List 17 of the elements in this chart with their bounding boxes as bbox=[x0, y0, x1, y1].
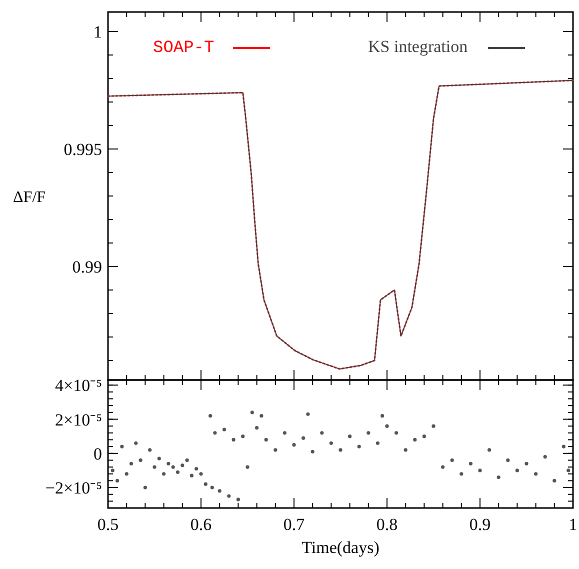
y-tick-label: 0.995 bbox=[64, 140, 102, 159]
x-axis-title: Time(days) bbox=[302, 538, 380, 557]
y-tick-label: 2×10⁻⁵ bbox=[54, 410, 102, 430]
y-tick-label: 0.99 bbox=[72, 258, 102, 276]
y-tick-label: −2×10⁻⁵ bbox=[45, 478, 102, 498]
y-tick-label: 1 bbox=[94, 22, 102, 42]
y-tick-label: 0 bbox=[94, 444, 102, 464]
y-axis-title: ΔF/F bbox=[13, 189, 46, 206]
x-tick-label: 0.6 bbox=[190, 515, 212, 534]
x-tick-label: 1 bbox=[568, 515, 578, 534]
x-tick-label: 0.7 bbox=[283, 515, 306, 534]
x-tick-label: 0.8 bbox=[376, 515, 398, 534]
legend-label: KS integration bbox=[368, 37, 468, 56]
legend-label: SOAP-T bbox=[153, 39, 214, 58]
y-tick-label: 4×10⁻⁵ bbox=[54, 376, 102, 396]
x-tick-label: 0.5 bbox=[97, 515, 119, 534]
x-tick-label: 0.9 bbox=[469, 515, 491, 534]
